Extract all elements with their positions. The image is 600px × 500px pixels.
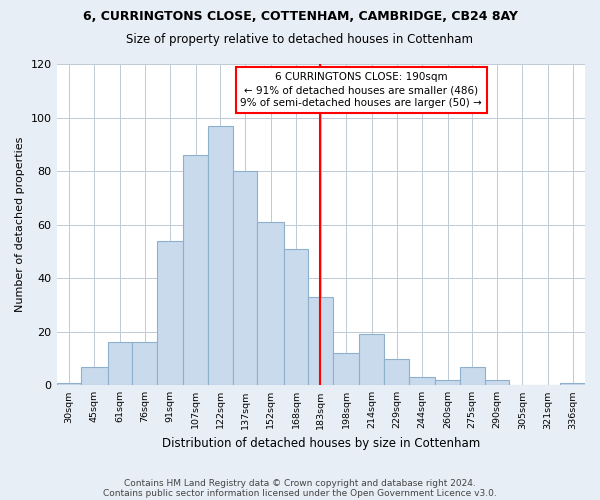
Bar xyxy=(284,249,308,386)
Bar xyxy=(157,240,184,386)
Bar xyxy=(257,222,284,386)
Bar xyxy=(56,382,81,386)
Text: 6 CURRINGTONS CLOSE: 190sqm
← 91% of detached houses are smaller (486)
9% of sem: 6 CURRINGTONS CLOSE: 190sqm ← 91% of det… xyxy=(240,72,482,108)
Text: Contains HM Land Registry data © Crown copyright and database right 2024.: Contains HM Land Registry data © Crown c… xyxy=(124,478,476,488)
Bar xyxy=(107,342,132,386)
Text: Contains public sector information licensed under the Open Government Licence v3: Contains public sector information licen… xyxy=(103,488,497,498)
Bar xyxy=(384,358,409,386)
Bar xyxy=(435,380,460,386)
Text: Size of property relative to detached houses in Cottenham: Size of property relative to detached ho… xyxy=(127,32,473,46)
Bar xyxy=(560,382,585,386)
Bar xyxy=(333,353,359,386)
Bar xyxy=(132,342,157,386)
Bar xyxy=(460,366,485,386)
Y-axis label: Number of detached properties: Number of detached properties xyxy=(15,137,25,312)
Bar xyxy=(233,171,257,386)
Bar xyxy=(485,380,509,386)
Bar xyxy=(208,126,233,386)
Bar xyxy=(184,155,208,386)
Bar xyxy=(81,366,107,386)
Bar xyxy=(308,297,333,386)
Text: 6, CURRINGTONS CLOSE, COTTENHAM, CAMBRIDGE, CB24 8AY: 6, CURRINGTONS CLOSE, COTTENHAM, CAMBRID… xyxy=(83,10,517,23)
Bar xyxy=(409,378,435,386)
X-axis label: Distribution of detached houses by size in Cottenham: Distribution of detached houses by size … xyxy=(161,437,480,450)
Bar xyxy=(359,334,384,386)
